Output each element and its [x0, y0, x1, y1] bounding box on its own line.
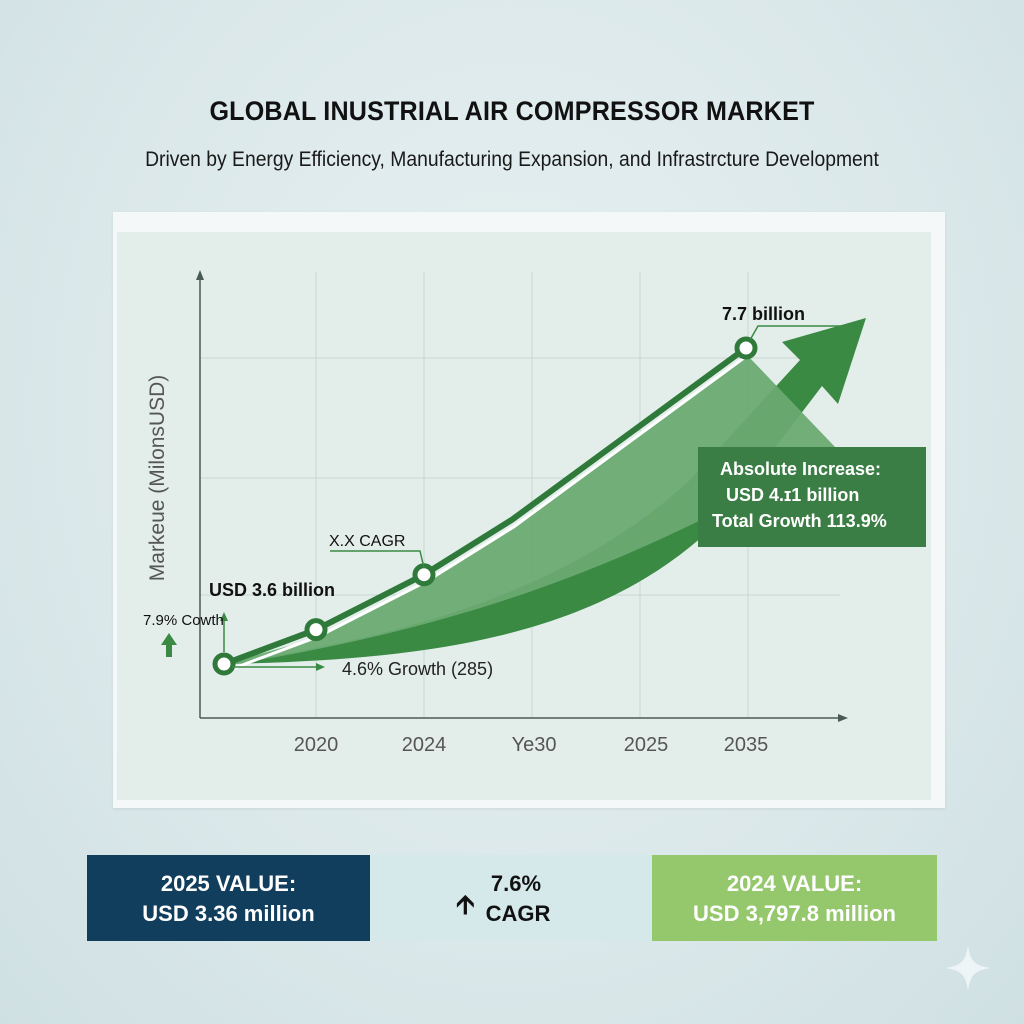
arrow-right-icon — [316, 663, 325, 671]
stat-left-value: USD 3.36 million — [142, 901, 315, 926]
x-tick-label: 2025 — [623, 734, 669, 756]
stat-right-value: USD 3,797.8 million — [693, 901, 896, 926]
data-point — [412, 563, 436, 587]
info-line-3: Total Growth 113.9% — [712, 511, 887, 531]
x-tick-label: 2020 — [293, 734, 339, 756]
label-growth-46: 4.6% Growth (285) — [342, 659, 494, 679]
absolute-increase-box: Absolute Increase: USD 4.ɪ1 billion Tota… — [698, 447, 926, 547]
stat-2025-value: 2025 VALUE: USD 3.36 million — [87, 855, 370, 941]
x-tick-label: 2035 — [723, 734, 769, 756]
page-subtitle: Driven by Energy Efficiency, Manufacturi… — [145, 148, 879, 171]
page-title: GLOBAL INUSTRIAL AIR COMPRESSOR MARKET — [209, 96, 815, 126]
info-line-2: USD 4.ɪ1 billion — [726, 485, 860, 505]
leader-line-peak — [749, 325, 842, 341]
arrow-up-green-icon — [161, 633, 177, 657]
label-cowth: 7.9% Cowth — [143, 612, 224, 629]
label-usd-36: USD 3.6 billion — [209, 580, 336, 600]
label-cagr: X.X CAGR — [329, 533, 406, 550]
arrow-up-small-icon — [220, 612, 228, 621]
y-axis-arrow-icon — [196, 270, 204, 280]
leader-line-cagr — [330, 550, 425, 569]
stat-mid-value: 7.6% — [490, 871, 542, 896]
growth-band — [224, 356, 836, 666]
data-point — [304, 618, 328, 642]
y-axis-label: Markeue (MilonsUSD) — [146, 374, 169, 582]
stats-bar: 2025 VALUE: USD 3.36 million 7.6% 🡩 CAGR… — [87, 855, 937, 941]
x-tick-label: Ye30 — [511, 734, 557, 756]
sparkle-icon — [945, 945, 991, 991]
x-axis-arrow-icon — [838, 714, 848, 722]
data-point — [212, 652, 236, 676]
arrow-up-icon: 🡩 — [456, 889, 475, 919]
stat-2024-value: 2024 VALUE: USD 3,797.8 million — [652, 855, 937, 941]
stat-left-title: 2025 VALUE: — [160, 871, 297, 896]
data-point — [734, 336, 758, 360]
stat-mid-label: CAGR — [485, 901, 551, 926]
info-line-1: Absolute Increase: — [720, 459, 882, 479]
stat-cagr: 7.6% 🡩 CAGR — [370, 855, 652, 941]
stat-right-title: 2024 VALUE: — [726, 871, 863, 896]
x-tick-label: 2024 — [401, 734, 447, 756]
label-peak: 7.7 billion — [722, 304, 806, 324]
